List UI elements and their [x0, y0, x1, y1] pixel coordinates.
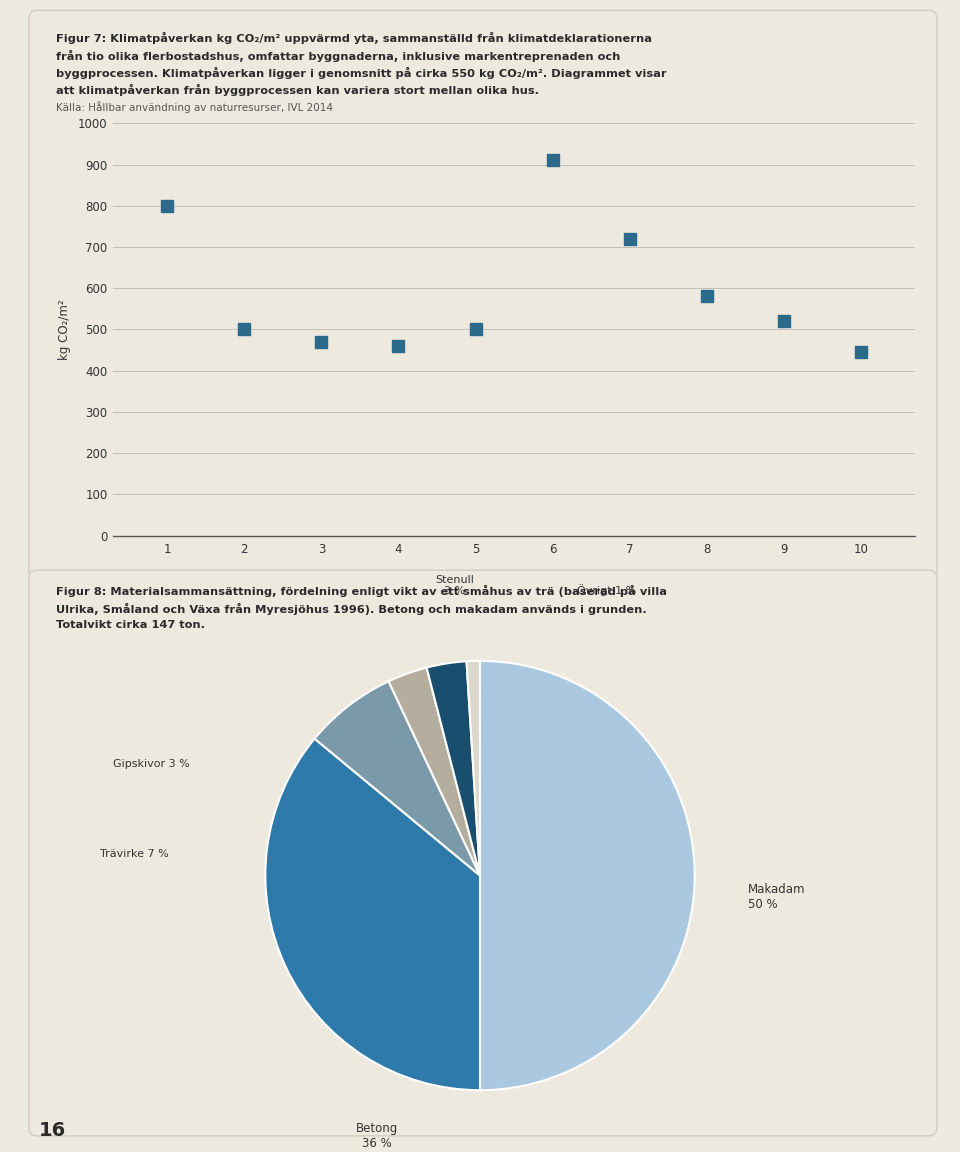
Point [236, 320, 252, 339]
Text: byggprocessen. Klimatpåverkan ligger i genomsnitt på cirka 550 kg CO₂/m². Diagra: byggprocessen. Klimatpåverkan ligger i g… [56, 67, 666, 78]
Text: Övrigt 1 %: Övrigt 1 % [577, 584, 636, 597]
Wedge shape [467, 661, 480, 876]
Wedge shape [426, 661, 480, 876]
Text: Gipskivor 3 %: Gipskivor 3 % [113, 759, 190, 768]
Point [314, 333, 329, 351]
Wedge shape [265, 738, 480, 1090]
Point [159, 197, 175, 215]
Text: Ulrika, Småland och Växa från Myresjöhus 1996). Betong och makadam används i gru: Ulrika, Småland och Växa från Myresjöhus… [56, 602, 646, 614]
Point [545, 151, 561, 169]
Text: 16: 16 [38, 1122, 65, 1140]
Point [699, 287, 714, 305]
Point [853, 343, 869, 362]
Text: från tio olika flerbostadshus, omfattar byggnaderna, inklusive markentreprenaden: från tio olika flerbostadshus, omfattar … [56, 50, 620, 61]
Point [391, 336, 406, 355]
Y-axis label: kg CO₂/m²: kg CO₂/m² [59, 300, 71, 359]
Text: Stenull
3 %: Stenull 3 % [435, 575, 473, 597]
Point [777, 312, 792, 331]
Wedge shape [315, 681, 480, 876]
Text: Figur 8: Materialsammansättning, fördelning enligt vikt av ett småhus av trä (ba: Figur 8: Materialsammansättning, fördeln… [56, 585, 666, 597]
Text: Figur 7: Klimatpåverkan kg CO₂/m² uppvärmd yta, sammanställd från klimatdeklarat: Figur 7: Klimatpåverkan kg CO₂/m² uppvär… [56, 32, 652, 44]
Text: Makadam
50 %: Makadam 50 % [749, 882, 805, 911]
Text: Betong
36 %: Betong 36 % [356, 1122, 398, 1151]
Text: Totalvikt cirka 147 ton.: Totalvikt cirka 147 ton. [56, 620, 204, 630]
Point [622, 229, 637, 248]
Text: Trävirke 7 %: Trävirke 7 % [100, 849, 169, 859]
Point [468, 320, 483, 339]
Text: Källa: Hållbar användning av naturresurser, IVL 2014: Källa: Hållbar användning av naturresurs… [56, 101, 333, 113]
Text: att klimatpåverkan från byggprocessen kan variera stort mellan olika hus.: att klimatpåverkan från byggprocessen ka… [56, 84, 539, 96]
Wedge shape [480, 661, 695, 1090]
Wedge shape [389, 667, 480, 876]
